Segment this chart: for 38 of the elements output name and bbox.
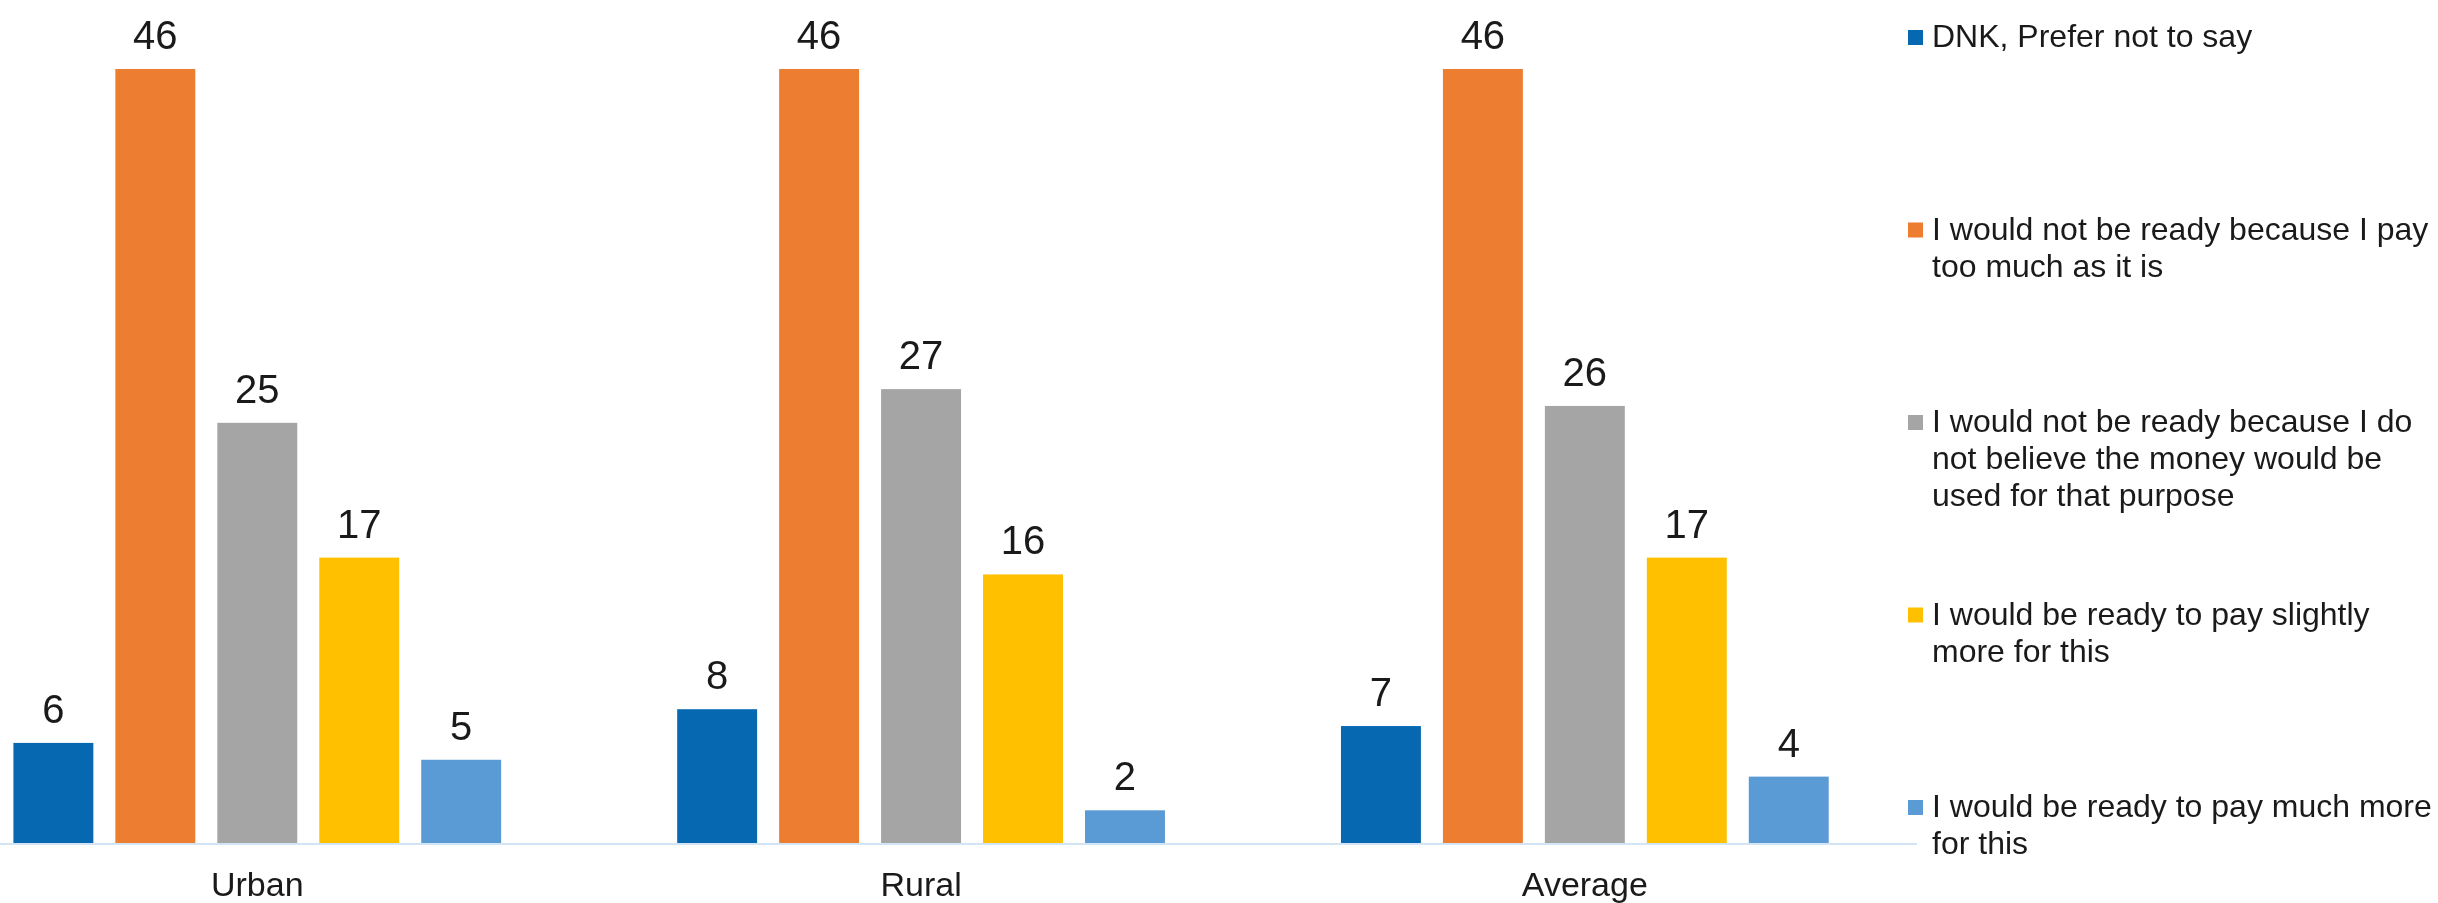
bar	[779, 69, 860, 844]
data-label: 5	[450, 703, 473, 748]
legend-label: I would not be ready because I pay too much as it is	[1932, 210, 2429, 284]
bar	[1544, 405, 1625, 844]
x-tick-label: Rural	[880, 865, 962, 903]
data-label: 16	[1000, 518, 1046, 563]
bar	[1646, 557, 1727, 844]
bar	[319, 557, 400, 844]
bar	[1748, 776, 1829, 844]
data-label: 2	[1113, 754, 1137, 799]
legend-label: I would be ready to pay much more for this	[1932, 788, 2432, 861]
bar	[421, 759, 502, 844]
data-label: 8	[706, 653, 729, 698]
bar	[983, 574, 1063, 844]
x-tick-label: Urban	[210, 865, 304, 903]
data-label: 26	[1562, 349, 1608, 394]
bar	[115, 69, 196, 844]
bar	[881, 389, 962, 844]
data-label: 46	[1460, 13, 1506, 57]
data-label: 4	[1777, 720, 1800, 765]
bar	[13, 742, 94, 844]
data-label: 27	[898, 333, 944, 378]
data-label: 17	[336, 501, 382, 546]
x-tick-label: Average	[1521, 865, 1648, 903]
legend-label: DNK, Prefer not to say	[1932, 18, 2253, 54]
bar	[677, 709, 758, 844]
data-label: 7	[1369, 670, 1393, 715]
bar	[1340, 726, 1421, 844]
data-label: 17	[1664, 501, 1710, 546]
data-label: 25	[235, 366, 280, 411]
bar	[217, 422, 298, 844]
data-label: 46	[133, 13, 178, 57]
legend-label: I would be ready to pay slightly more for this	[1932, 595, 2370, 669]
bar	[1442, 69, 1523, 844]
data-label: 46	[796, 13, 842, 57]
legend-label: I would not be ready because I do not believe the money would be used for that purpose	[1932, 403, 2413, 513]
bar	[1085, 810, 1165, 844]
data-label: 6	[42, 686, 65, 731]
